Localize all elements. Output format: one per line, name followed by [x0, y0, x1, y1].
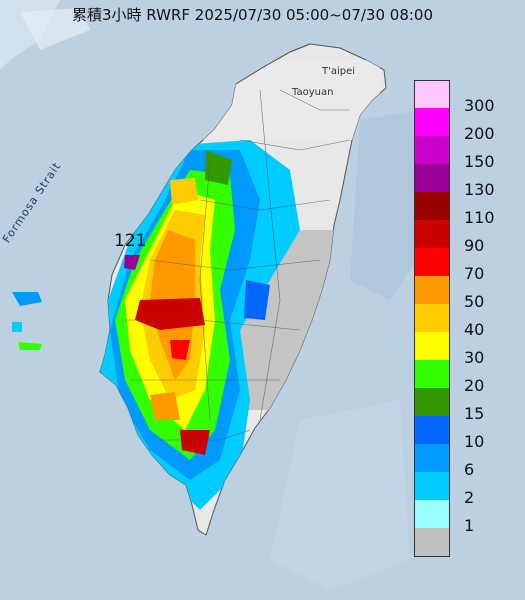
legend-label-30: 30 — [464, 348, 485, 367]
legend-swatch-10 — [414, 416, 450, 444]
legend-label-110: 110 — [464, 208, 495, 227]
legend-swatch-40 — [414, 304, 450, 332]
taipei-label: T'aipei — [322, 66, 356, 77]
offshore-rain-cell — [12, 292, 42, 306]
legend-label-6: 6 — [464, 460, 475, 479]
legend-swatch-30 — [414, 332, 450, 360]
max-value-label: 121 — [114, 231, 147, 251]
legend-label-150: 150 — [464, 152, 495, 171]
legend-swatch-2 — [414, 472, 450, 500]
legend-swatch-50 — [414, 276, 450, 304]
legend-swatch-110 — [414, 192, 450, 220]
legend-label-10: 10 — [464, 432, 485, 451]
legend-label-40: 40 — [464, 320, 485, 339]
taoyuan-label: Taoyuan — [292, 87, 334, 98]
legend-swatch-15 — [414, 388, 450, 416]
legend-swatch-90 — [414, 220, 450, 248]
legend-swatch-20 — [414, 360, 450, 388]
legend-label-50: 50 — [464, 292, 485, 311]
legend-label-300: 300 — [464, 96, 495, 115]
legend-label-130: 130 — [464, 180, 495, 199]
legend-label-90: 90 — [464, 236, 485, 255]
legend-swatch-300 — [414, 80, 450, 109]
legend-label-20: 20 — [464, 376, 485, 395]
legend-swatch-below-1 — [414, 528, 450, 557]
legend-label-15: 15 — [464, 404, 485, 423]
legend-swatch-70 — [414, 248, 450, 276]
legend-label-1: 1 — [464, 516, 475, 535]
legend-label-70: 70 — [464, 264, 485, 283]
legend-label-2: 2 — [464, 488, 475, 507]
legend-swatch-6 — [414, 444, 450, 472]
page-title: 累積3小時 RWRF 2025/07/30 05:00~07/30 08:00 — [72, 6, 434, 24]
legend-swatch-200 — [414, 108, 450, 136]
legend-label-200: 200 — [464, 124, 495, 143]
legend-swatch-130 — [414, 164, 450, 192]
legend-swatch-1 — [414, 500, 450, 528]
legend-swatch-150 — [414, 136, 450, 164]
